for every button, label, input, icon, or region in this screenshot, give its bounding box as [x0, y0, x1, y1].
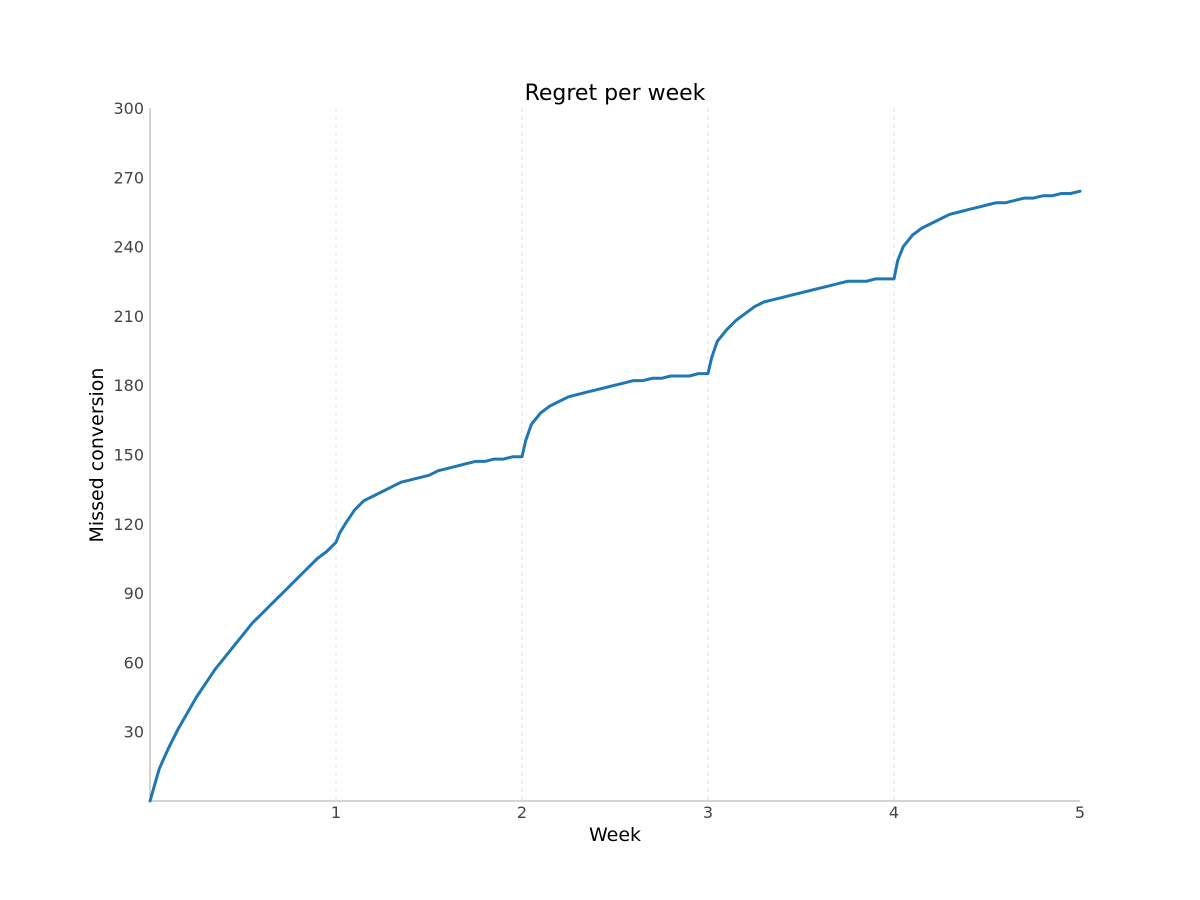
y-tick-label: 210	[113, 307, 144, 326]
chart-title: Regret per week	[525, 81, 706, 106]
series-line-0	[148, 189, 1082, 803]
y-tick-label: 150	[113, 446, 144, 465]
y-axis-label: Missed conversion	[86, 368, 108, 543]
tick-labels: 1 2 3 4 5 30 60 90 120 150 180 210 240 270 300	[113, 99, 1085, 822]
x-axis-label: Week	[589, 824, 641, 846]
axes	[149, 108, 1080, 802]
y-tick-label: 30	[124, 723, 144, 742]
y-tick-label: 300	[113, 99, 144, 118]
x-tick-label: 5	[1075, 803, 1085, 822]
y-tick-label: 60	[124, 653, 144, 672]
x-tick-label: 2	[517, 803, 527, 822]
grid-lines	[335, 108, 895, 801]
series-layer	[148, 189, 1082, 803]
y-tick-label: 90	[124, 584, 144, 603]
x-tick-label: 1	[331, 803, 341, 822]
y-tick-label: 240	[113, 238, 144, 257]
y-tick-label: 120	[113, 515, 144, 534]
y-tick-label: 270	[113, 168, 144, 187]
x-tick-label: 3	[703, 803, 713, 822]
y-tick-label: 180	[113, 376, 144, 395]
x-tick-label: 4	[889, 803, 899, 822]
